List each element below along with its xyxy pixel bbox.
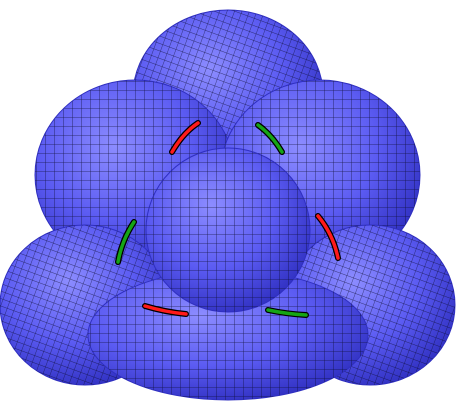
green-arc-left (115, 219, 137, 265)
red-arc-bottom-left (142, 303, 189, 317)
green-arc-top-right (255, 122, 285, 155)
center-lobe (145, 147, 311, 313)
red-arc-right (315, 213, 341, 261)
red-arc-top-left (169, 120, 201, 155)
bottom-lobe (87, 269, 369, 401)
green-arc-bottom-right (265, 307, 309, 318)
